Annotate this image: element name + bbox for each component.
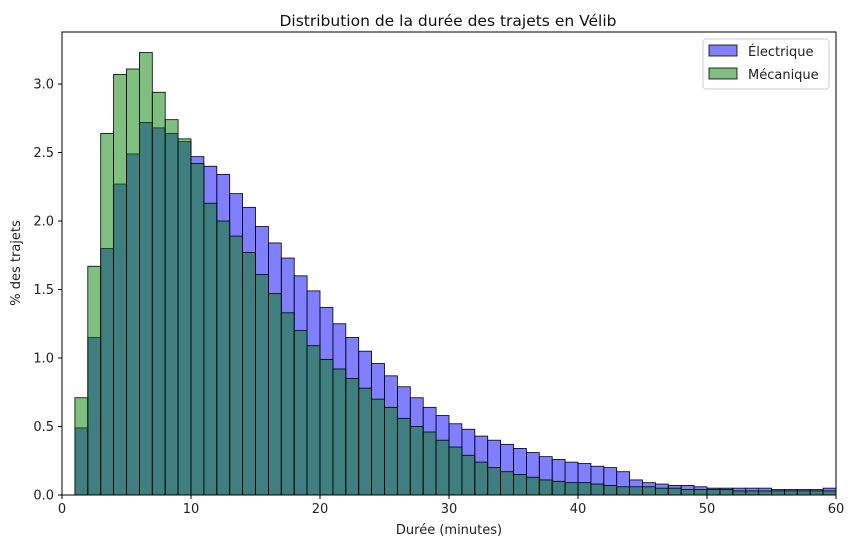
bar-mecanique-20 — [319, 358, 334, 496]
bar-mecanique-10 — [190, 163, 205, 496]
y-tick-label-0: 0.0 — [33, 489, 54, 504]
y-axis-ticks: 0.0 0.5 1.0 1.5 2.0 2.5 3.0 — [33, 78, 62, 504]
x-tick-label-60: 60 — [828, 502, 845, 517]
legend: Électrique Mécanique — [702, 38, 830, 90]
bar-mecanique-19 — [306, 345, 321, 496]
bar-mecanique-50 — [706, 489, 721, 496]
y-tick-label-2: 1.0 — [33, 352, 54, 367]
bar-mecanique-49 — [693, 489, 708, 496]
bar-mecanique-41 — [590, 483, 605, 496]
y-axis-label: % des trajets — [9, 220, 24, 306]
bar-mecanique-24 — [371, 398, 385, 496]
bars-group — [74, 52, 837, 496]
bar-mecanique-12 — [216, 220, 231, 496]
y-tick-label-5: 2.5 — [33, 146, 54, 161]
bar-mecanique-30 — [448, 446, 463, 496]
bar-mecanique-34 — [500, 471, 514, 496]
bar-mecanique-39 — [564, 482, 579, 496]
bar-mecanique-43 — [616, 486, 631, 496]
bar-mecanique-3 — [100, 132, 114, 496]
x-tick-label-40: 40 — [570, 502, 587, 517]
x-axis-label: Durée (minutes) — [396, 523, 502, 538]
bar-mecanique-25 — [384, 406, 398, 496]
bar-mecanique-36 — [526, 476, 540, 496]
chart-title: Distribution de la durée des trajets en … — [279, 12, 616, 30]
y-tick-label-4: 2.0 — [33, 215, 54, 230]
bar-mecanique-54 — [758, 490, 772, 496]
bar-mecanique-18 — [293, 330, 308, 496]
bar-mecanique-15 — [255, 274, 269, 496]
legend-swatch-electrique — [708, 44, 738, 57]
bar-mecanique-21 — [332, 368, 347, 496]
bar-mecanique-59 — [822, 490, 837, 496]
bar-mecanique-6 — [138, 52, 153, 496]
bar-mecanique-52 — [732, 490, 747, 496]
bar-mecanique-8 — [164, 119, 179, 496]
bar-mecanique-2 — [87, 265, 102, 496]
x-axis-ticks: 0 10 20 30 40 50 60 — [58, 495, 844, 517]
bar-mecanique-14 — [242, 252, 256, 496]
legend-label-mecanique: Mécanique — [748, 68, 819, 83]
bar-mecanique-32 — [474, 461, 489, 496]
bar-mecanique-9 — [177, 138, 192, 496]
bar-mecanique-29 — [435, 439, 450, 496]
bar-mecanique-17 — [280, 312, 295, 496]
bar-mecanique-27 — [409, 426, 424, 496]
x-tick-label-0: 0 — [58, 502, 66, 517]
y-tick-label-1: 0.5 — [33, 420, 54, 435]
y-tick-label-3: 1.5 — [33, 283, 54, 298]
x-tick-label-30: 30 — [441, 502, 458, 517]
bar-mecanique-35 — [513, 474, 527, 496]
y-tick-label-6: 3.0 — [33, 78, 54, 93]
bar-mecanique-47 — [667, 487, 682, 496]
bar-mecanique-22 — [345, 378, 360, 496]
bar-mecanique-53 — [745, 490, 760, 496]
bar-mecanique-28 — [422, 431, 437, 496]
bar-mecanique-23 — [358, 387, 373, 496]
bar-mecanique-46 — [655, 487, 669, 496]
bar-mecanique-7 — [151, 91, 166, 496]
bar-mecanique-4 — [113, 74, 127, 496]
x-tick-label-20: 20 — [312, 502, 329, 517]
bar-mecanique-56 — [784, 490, 798, 496]
bar-mecanique-5 — [126, 68, 140, 496]
bar-mecanique-26 — [396, 417, 411, 496]
bar-mecanique-11 — [203, 202, 218, 496]
bar-mecanique-37 — [538, 479, 553, 496]
bar-mecanique-45 — [642, 486, 656, 496]
legend-label-electrique: Électrique — [748, 44, 814, 60]
bar-mecanique-13 — [229, 235, 243, 496]
bar-mecanique-33 — [487, 467, 502, 496]
bar-mecanique-16 — [267, 293, 282, 496]
bar-mecanique-1 — [74, 397, 89, 496]
bar-mecanique-51 — [719, 489, 734, 496]
bar-mecanique-48 — [680, 489, 695, 496]
x-tick-label-10: 10 — [183, 502, 200, 517]
bar-mecanique-55 — [771, 490, 785, 496]
bar-mecanique-44 — [629, 486, 643, 496]
legend-swatch-mecanique — [708, 67, 738, 80]
bar-mecanique-42 — [603, 485, 618, 496]
bar-mecanique-57 — [796, 490, 811, 496]
x-tick-label-50: 50 — [699, 502, 716, 517]
bar-mecanique-38 — [551, 480, 566, 496]
bar-mecanique-31 — [461, 454, 476, 496]
bar-mecanique-40 — [577, 482, 592, 496]
bar-mecanique-58 — [809, 490, 824, 496]
